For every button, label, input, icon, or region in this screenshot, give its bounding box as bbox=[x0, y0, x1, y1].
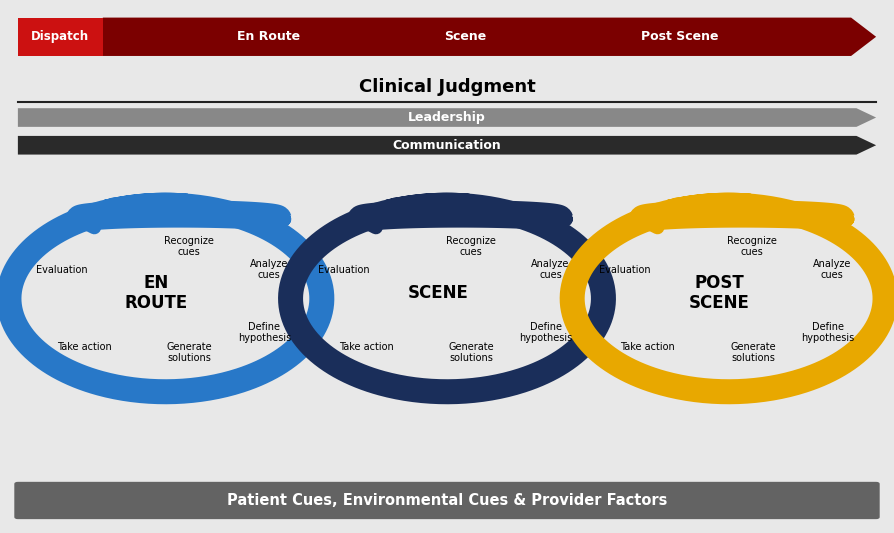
Text: Evaluation: Evaluation bbox=[599, 265, 651, 274]
Text: Analyze
cues: Analyze cues bbox=[249, 259, 288, 280]
Text: Generate
solutions: Generate solutions bbox=[730, 342, 776, 363]
Text: Recognize
cues: Recognize cues bbox=[445, 236, 495, 256]
Text: Post Scene: Post Scene bbox=[641, 30, 718, 43]
Text: Leadership: Leadership bbox=[409, 111, 485, 124]
Text: En Route: En Route bbox=[237, 30, 299, 43]
Text: Define
hypothesis: Define hypothesis bbox=[238, 322, 291, 343]
Text: EN
ROUTE: EN ROUTE bbox=[125, 274, 188, 312]
Polygon shape bbox=[18, 108, 876, 127]
Text: SCENE: SCENE bbox=[408, 284, 468, 302]
Text: Take action: Take action bbox=[57, 342, 112, 352]
Text: Evaluation: Evaluation bbox=[317, 265, 369, 274]
Text: Take action: Take action bbox=[339, 342, 393, 352]
Text: Generate
solutions: Generate solutions bbox=[449, 342, 494, 363]
Polygon shape bbox=[18, 18, 103, 56]
Text: Clinical Judgment: Clinical Judgment bbox=[358, 78, 536, 96]
Polygon shape bbox=[18, 136, 876, 155]
Text: Communication: Communication bbox=[392, 139, 502, 152]
Text: Patient Cues, Environmental Cues & Provider Factors: Patient Cues, Environmental Cues & Provi… bbox=[227, 493, 667, 508]
FancyBboxPatch shape bbox=[14, 482, 880, 519]
Text: Recognize
cues: Recognize cues bbox=[727, 236, 777, 256]
Text: POST
SCENE: POST SCENE bbox=[689, 274, 750, 312]
Text: Define
hypothesis: Define hypothesis bbox=[519, 322, 572, 343]
Text: Generate
solutions: Generate solutions bbox=[167, 342, 213, 363]
Text: Analyze
cues: Analyze cues bbox=[531, 259, 569, 280]
Polygon shape bbox=[103, 18, 876, 56]
Text: Define
hypothesis: Define hypothesis bbox=[801, 322, 854, 343]
Text: Take action: Take action bbox=[620, 342, 675, 352]
Text: Analyze
cues: Analyze cues bbox=[813, 259, 851, 280]
Text: Evaluation: Evaluation bbox=[36, 265, 88, 274]
Text: Scene: Scene bbox=[443, 30, 486, 43]
Text: Dispatch: Dispatch bbox=[31, 30, 89, 43]
Text: Recognize
cues: Recognize cues bbox=[164, 236, 214, 256]
